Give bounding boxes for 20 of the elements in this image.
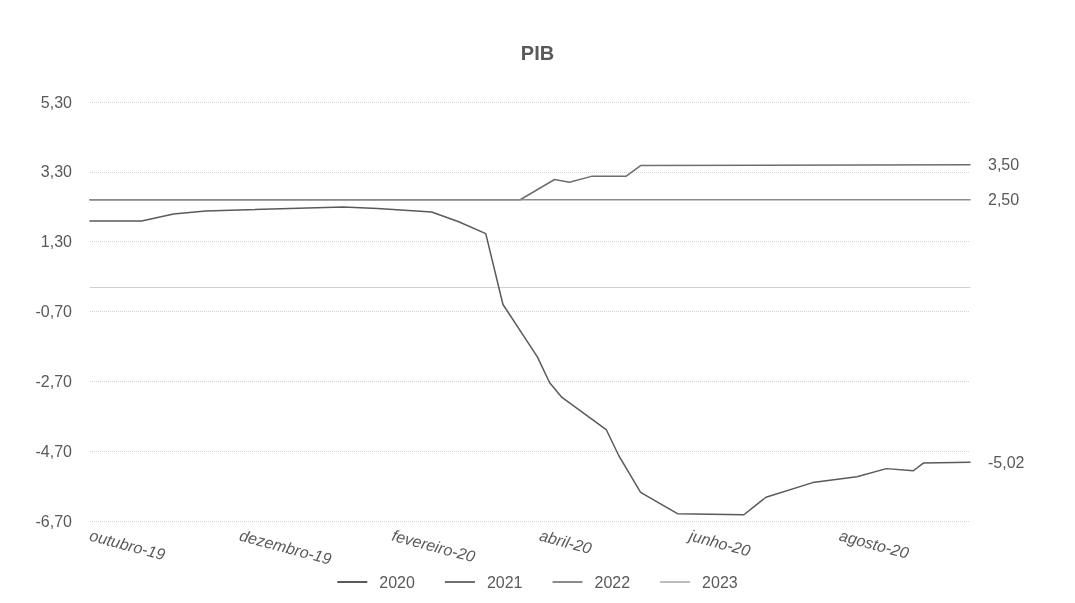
legend-label: 2021: [486, 573, 523, 591]
legend-label: 2020: [379, 573, 416, 591]
data-label: 3,50: [988, 156, 1020, 174]
y-tick-label: 5,30: [40, 93, 73, 111]
y-tick-label: 1,30: [40, 233, 73, 251]
y-tick-label: -4,70: [35, 442, 73, 460]
x-tick-label: abril-20: [537, 526, 594, 558]
legend-label: 2022: [594, 573, 631, 591]
y-tick-label: -2,70: [35, 372, 73, 390]
chart-title: PIB: [520, 42, 555, 64]
data-label: 2,50: [988, 191, 1020, 209]
x-tick-label: junho-20: [685, 526, 753, 560]
y-tick-label: 3,30: [40, 163, 73, 181]
legend-label: 2023: [702, 573, 738, 591]
x-tick-label: outubro-19: [87, 526, 168, 564]
line-series: [89, 206, 971, 516]
y-tick-label: -0,70: [35, 303, 73, 320]
y-tick-label: -6,70: [35, 512, 73, 530]
x-tick-label: agosto-20: [837, 526, 911, 562]
data-label: -5,02: [988, 453, 1025, 471]
